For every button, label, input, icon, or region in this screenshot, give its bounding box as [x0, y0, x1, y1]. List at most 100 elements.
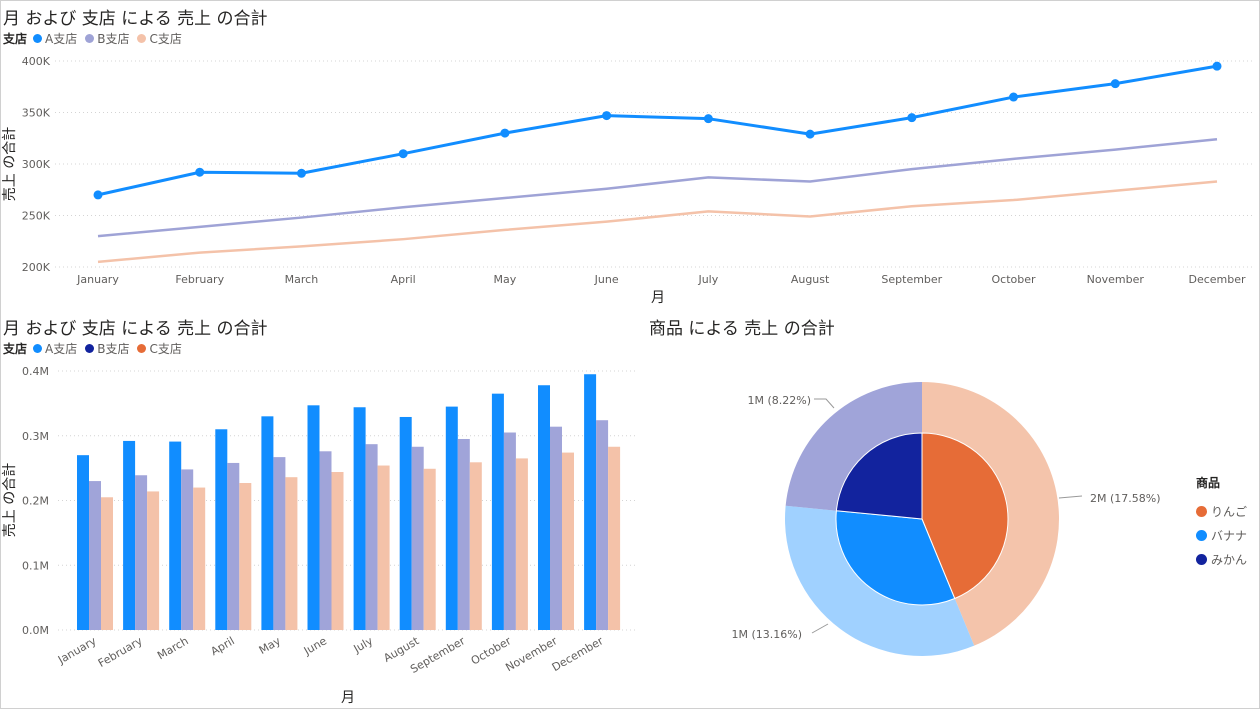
line-x-tick-label: January	[76, 273, 119, 286]
bar-C支店	[469, 462, 482, 630]
legend-label: C支店	[149, 31, 182, 46]
legend-swatch	[137, 33, 147, 43]
line-legend-item[interactable]: B支店	[85, 30, 129, 47]
bar-chart-title: 月 および 支店 による 売上 の合計	[3, 319, 268, 339]
line-legend-item[interactable]: A支店	[33, 30, 77, 47]
bar-B支店	[135, 475, 148, 630]
line-legend-items: A支店 B支店 C支店	[33, 30, 190, 47]
line-x-tick-label: March	[285, 273, 319, 286]
legend-label: バナナ	[1211, 528, 1248, 543]
bar-B支店	[411, 446, 424, 630]
bar-y-tick-label: 0.1M	[22, 559, 49, 572]
pie-chart-visual[interactable]: 商品 による 売上 の合計	[646, 310, 1260, 709]
bar-legend-item[interactable]: A支店	[33, 340, 77, 357]
line-x-tick-label: September	[881, 273, 942, 286]
legend-swatch	[137, 343, 147, 353]
line-x-tick-label: July	[697, 273, 718, 286]
bar-y-tick-label: 0.2M	[22, 495, 49, 508]
bar-A支店	[491, 393, 504, 630]
bar-x-axis-title: 月	[341, 690, 355, 706]
pie-legend: 商品 りんごバナナみかん	[1196, 474, 1247, 571]
bar-A支店	[77, 455, 89, 630]
line-point	[1009, 92, 1019, 102]
bar-B支店	[457, 438, 470, 630]
bar-x-tick-label: November	[503, 634, 559, 674]
line-legend-title: 支店	[3, 31, 28, 46]
line-series-C支店	[97, 180, 1218, 264]
line-point	[195, 167, 205, 177]
line-x-tick-label: February	[175, 273, 224, 286]
legend-label: B支店	[97, 31, 130, 46]
legend-swatch	[85, 33, 95, 43]
line-point	[805, 129, 815, 139]
bar-A支店	[123, 440, 136, 630]
bar-A支店	[169, 441, 182, 630]
bar-y-axis-title: 売上 の合計	[2, 463, 18, 537]
bar-A支店	[353, 407, 366, 630]
legend-label: りんご	[1211, 504, 1248, 519]
line-point	[703, 114, 713, 124]
legend-swatch	[85, 343, 95, 353]
bar-B支店	[596, 420, 609, 630]
bar-C支店	[562, 452, 574, 630]
line-y-tick-label: 250K	[22, 210, 51, 223]
legend-label: A支店	[45, 31, 78, 46]
bar-B支店	[365, 444, 378, 630]
line-point	[296, 168, 306, 178]
pie-legend-item[interactable]: バナナ	[1196, 523, 1247, 547]
bar-C支店	[147, 491, 160, 630]
bar-y-tick-label: 0.0M	[22, 624, 49, 637]
bar-legend-item[interactable]: B支店	[85, 340, 129, 357]
bar-C支店	[101, 497, 113, 630]
pie-legend-item[interactable]: みかん	[1196, 547, 1247, 571]
bar-chart-visual[interactable]: 月 および 支店 による 売上 の合計 支店 A支店 B支店 C支店 0.0M 0.1…	[0, 310, 640, 709]
line-y-tick-label: 400K	[22, 55, 51, 68]
bar-B支店	[227, 462, 240, 630]
bar-x-tick-label: March	[155, 634, 191, 662]
bar-y-tick-label: 0.4M	[22, 365, 49, 378]
bar-B支店	[503, 432, 516, 630]
bar-C支店	[515, 458, 528, 630]
line-point	[907, 113, 917, 123]
legend-swatch	[1196, 505, 1207, 517]
legend-label: B支店	[97, 341, 130, 356]
line-point	[93, 190, 103, 200]
line-x-tick-label: December	[1188, 273, 1246, 286]
bar-x-tick-label: February	[96, 634, 145, 670]
bar-A支店	[538, 385, 550, 630]
line-x-tick-label: May	[494, 273, 517, 286]
bar-B支店	[319, 451, 332, 630]
line-y-tick-label: 300K	[22, 158, 51, 171]
pie-legend-title: 商品	[1196, 476, 1221, 490]
line-chart-visual[interactable]: 月 および 支店 による 売上 の合計 支店 A支店 B支店 C支店 200K 250…	[0, 0, 1260, 310]
bar-C支店	[608, 446, 621, 630]
line-legend-item[interactable]: C支店	[137, 30, 182, 47]
line-x-axis-title: 月	[651, 290, 665, 306]
bar-A支店	[584, 374, 597, 630]
legend-label: C支店	[149, 341, 182, 356]
bar-y-tick-label: 0.3M	[22, 430, 49, 443]
line-y-axis-title: 売上 の合計	[2, 127, 18, 201]
line-x-tick-label: October	[992, 273, 1036, 286]
bar-B支店	[550, 426, 562, 630]
bar-x-tick-label: January	[55, 634, 99, 667]
line-y-tick-label: 200K	[22, 261, 51, 274]
bar-legend-items: A支店 B支店 C支店	[33, 340, 190, 357]
pie-legend-items: りんごバナナみかん	[1196, 499, 1247, 571]
bar-chart-legend: 支店 A支店 B支店 C支店	[3, 340, 190, 356]
line-point	[1212, 61, 1222, 71]
pie-legend-item[interactable]: りんご	[1196, 499, 1247, 523]
line-point	[398, 149, 408, 159]
bar-C支店	[239, 483, 252, 630]
legend-swatch	[1196, 553, 1207, 565]
line-point	[1110, 79, 1120, 89]
bar-C支店	[285, 477, 298, 630]
bar-C支店	[377, 465, 390, 630]
pie-chart-title: 商品 による 売上 の合計	[649, 319, 835, 339]
bar-legend-title: 支店	[3, 341, 28, 356]
bar-x-tick-label: May	[257, 634, 284, 657]
bar-legend-item[interactable]: C支店	[137, 340, 182, 357]
bar-B支店	[89, 481, 101, 630]
bar-x-tick-label: April	[209, 634, 237, 658]
line-chart-legend: 支店 A支店 B支店 C支店	[3, 30, 190, 46]
